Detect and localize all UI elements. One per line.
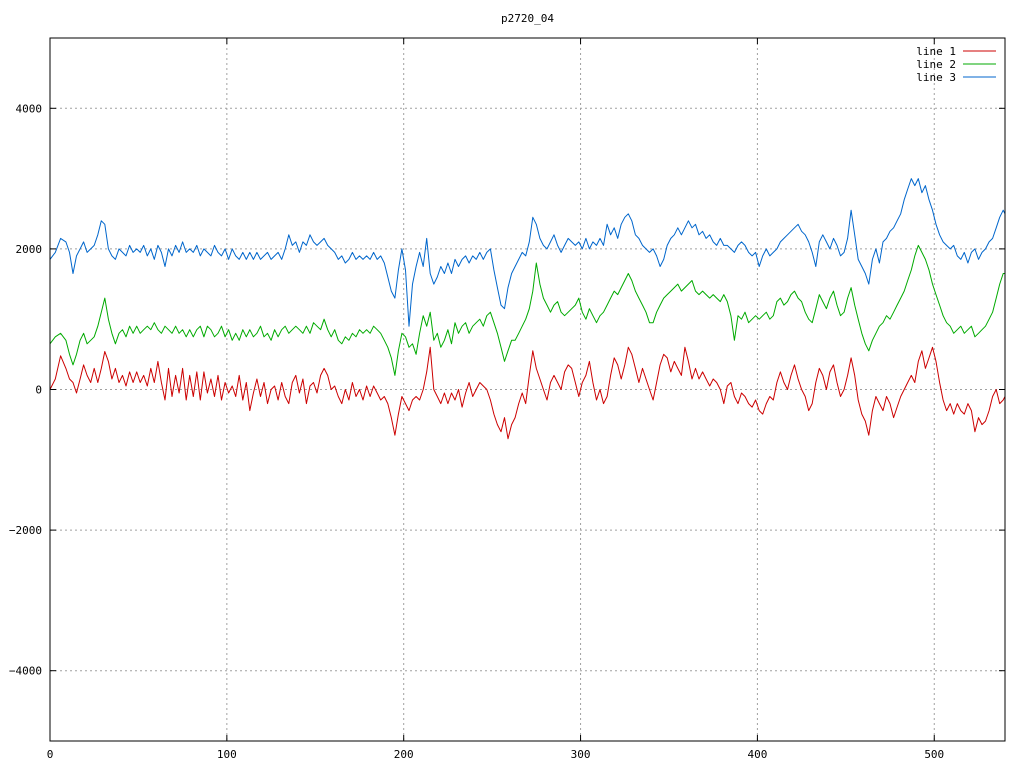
- ticks: 0 100 200 300 400 500 −4000 −2000 0 2000 4000: [9, 38, 1005, 761]
- series-line-3: [49, 178, 1006, 327]
- legend-label-3: line 3: [916, 71, 956, 84]
- chart-title: p2720_04: [501, 12, 554, 25]
- x-tick-label: 200: [394, 748, 414, 761]
- y-tick-label: 2000: [16, 243, 43, 256]
- y-tick-label: −4000: [9, 665, 42, 678]
- y-tick-label: −2000: [9, 524, 42, 537]
- grid: [50, 38, 1005, 741]
- x-tick-label: 300: [571, 748, 591, 761]
- x-tick-label: 500: [924, 748, 944, 761]
- x-tick-label: 100: [217, 748, 237, 761]
- y-tick-label: 4000: [16, 102, 43, 115]
- x-tick-label: 400: [747, 748, 767, 761]
- legend-label-2: line 2: [916, 58, 956, 71]
- series-line-2: [49, 244, 1005, 376]
- x-tick-label: 0: [47, 748, 54, 761]
- series-group: [49, 178, 1006, 440]
- y-tick-label: 0: [35, 384, 42, 397]
- legend-label-1: line 1: [916, 45, 956, 58]
- series-line-1: [49, 346, 1006, 440]
